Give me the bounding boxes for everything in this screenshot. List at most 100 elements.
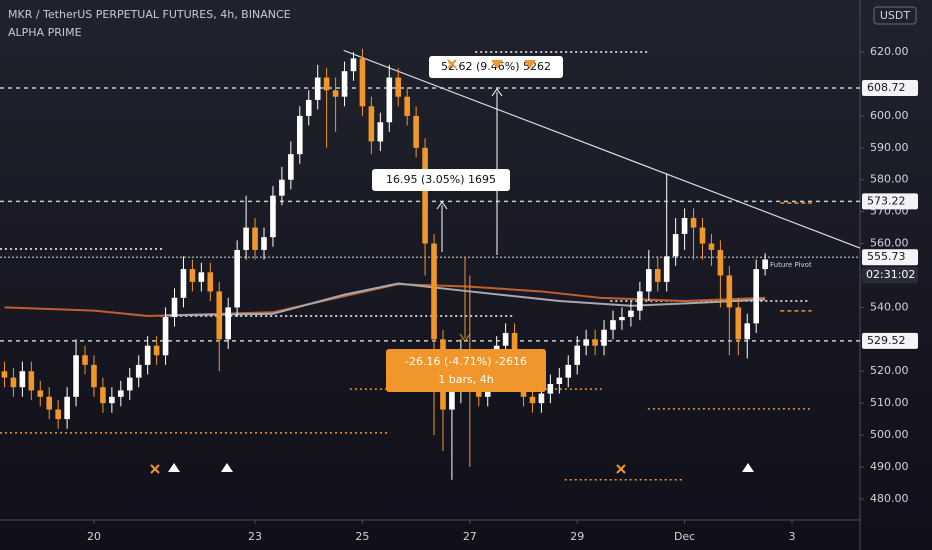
x-tick-label: 27 (463, 530, 477, 543)
y-tick-label: 510.00 (870, 396, 909, 409)
candle-body (556, 377, 563, 385)
candle-body (422, 147, 428, 244)
chart-title: MKR / TetherUS PERPETUAL FUTURES, 4h, BI… (8, 8, 291, 21)
candle-body (19, 371, 26, 388)
candle-body (646, 269, 652, 292)
y-tick-label: 490.00 (870, 460, 909, 473)
candle-body (502, 332, 509, 346)
candle-body (753, 269, 759, 324)
candle-body (216, 291, 223, 340)
down-marker (491, 60, 503, 69)
candle-body (118, 390, 124, 397)
y-tick-label: 580.00 (870, 173, 909, 186)
candle-body (744, 323, 751, 340)
candle-body (288, 154, 294, 180)
arrow-head (491, 88, 503, 97)
candle-body (243, 227, 249, 250)
candle-body (735, 307, 742, 340)
candle-body (672, 233, 679, 257)
candle-body (341, 71, 348, 97)
candle-body (431, 243, 437, 340)
down-marker (524, 60, 536, 69)
y-tick-label: 600.00 (870, 109, 909, 122)
annotation-box (386, 349, 546, 392)
candle-body (663, 256, 670, 282)
candle-body (171, 297, 178, 317)
currency-box[interactable] (873, 6, 917, 25)
candle-body (261, 237, 267, 250)
x-tick-label: 29 (570, 530, 584, 543)
candle-body (529, 396, 536, 404)
currency[interactable]: USDT (880, 9, 911, 22)
arrow-head (436, 201, 448, 210)
candle-body (144, 345, 151, 365)
price-label: 555.73 (867, 250, 906, 263)
candle-body (368, 106, 375, 142)
candle-body (332, 90, 339, 97)
candle-body (637, 291, 643, 311)
candle-body (37, 390, 44, 397)
x-tick-label: 20 (87, 530, 101, 543)
candle-body (270, 195, 276, 238)
candle-body (296, 115, 303, 155)
candle-body (395, 77, 402, 97)
pivot-label: Future Pivot (770, 261, 812, 269)
candle-body (10, 377, 17, 388)
price-label-box (862, 193, 918, 210)
candle-body (681, 218, 688, 234)
price-label: 573.22 (867, 194, 906, 207)
candle-body (305, 99, 312, 116)
candle-body (46, 396, 53, 410)
trend-line (343, 49, 860, 249)
candle-body (628, 310, 634, 317)
sell-marker (150, 464, 160, 474)
countdown-box (862, 267, 918, 284)
candle-body (234, 249, 240, 308)
candle-body (386, 77, 393, 123)
price-label-box (862, 80, 918, 97)
candle-body (314, 77, 321, 100)
y-tick-label: 500.00 (870, 428, 909, 441)
candle-body (762, 259, 768, 270)
candle-body (279, 179, 285, 196)
y-tick-label: 590.00 (870, 141, 909, 154)
x-tick-label: 3 (788, 530, 795, 543)
price-label-box (862, 249, 918, 266)
candle-body (547, 384, 554, 394)
sell-marker (447, 59, 457, 69)
candle-body (207, 272, 214, 292)
annotation: -26.16 (-4.71%) -2616 (405, 355, 527, 368)
buy-marker (742, 463, 754, 472)
candle-body (180, 269, 187, 298)
candle-body (708, 243, 715, 250)
candle-body (323, 77, 330, 91)
candle-body (377, 122, 384, 142)
candle-body (538, 393, 545, 404)
price-label: 529.52 (867, 334, 906, 347)
buy-marker (221, 463, 233, 472)
candle-body (162, 316, 169, 356)
buy-marker (168, 463, 180, 472)
chart-subtitle: ALPHA PRIME (8, 26, 82, 39)
price-label: 608.72 (867, 81, 906, 94)
y-tick-label: 480.00 (870, 492, 909, 505)
candle-body (574, 345, 581, 365)
candle-body (592, 339, 598, 346)
x-tick-label: 23 (248, 530, 262, 543)
candle-body (153, 345, 160, 356)
candle-body (654, 269, 661, 282)
candle-body (28, 371, 35, 391)
price-label-box (862, 332, 918, 349)
candle-body (135, 364, 142, 378)
annotation-box (372, 169, 510, 191)
candle-body (189, 269, 196, 282)
candle-body (699, 227, 706, 244)
countdown: 02:31:02 (866, 268, 915, 281)
candle-body (717, 249, 724, 276)
y-tick-label: 540.00 (870, 300, 909, 313)
candle-body (73, 355, 79, 397)
candle-body (198, 272, 205, 282)
annotation: 1 bars, 4h (438, 373, 493, 386)
